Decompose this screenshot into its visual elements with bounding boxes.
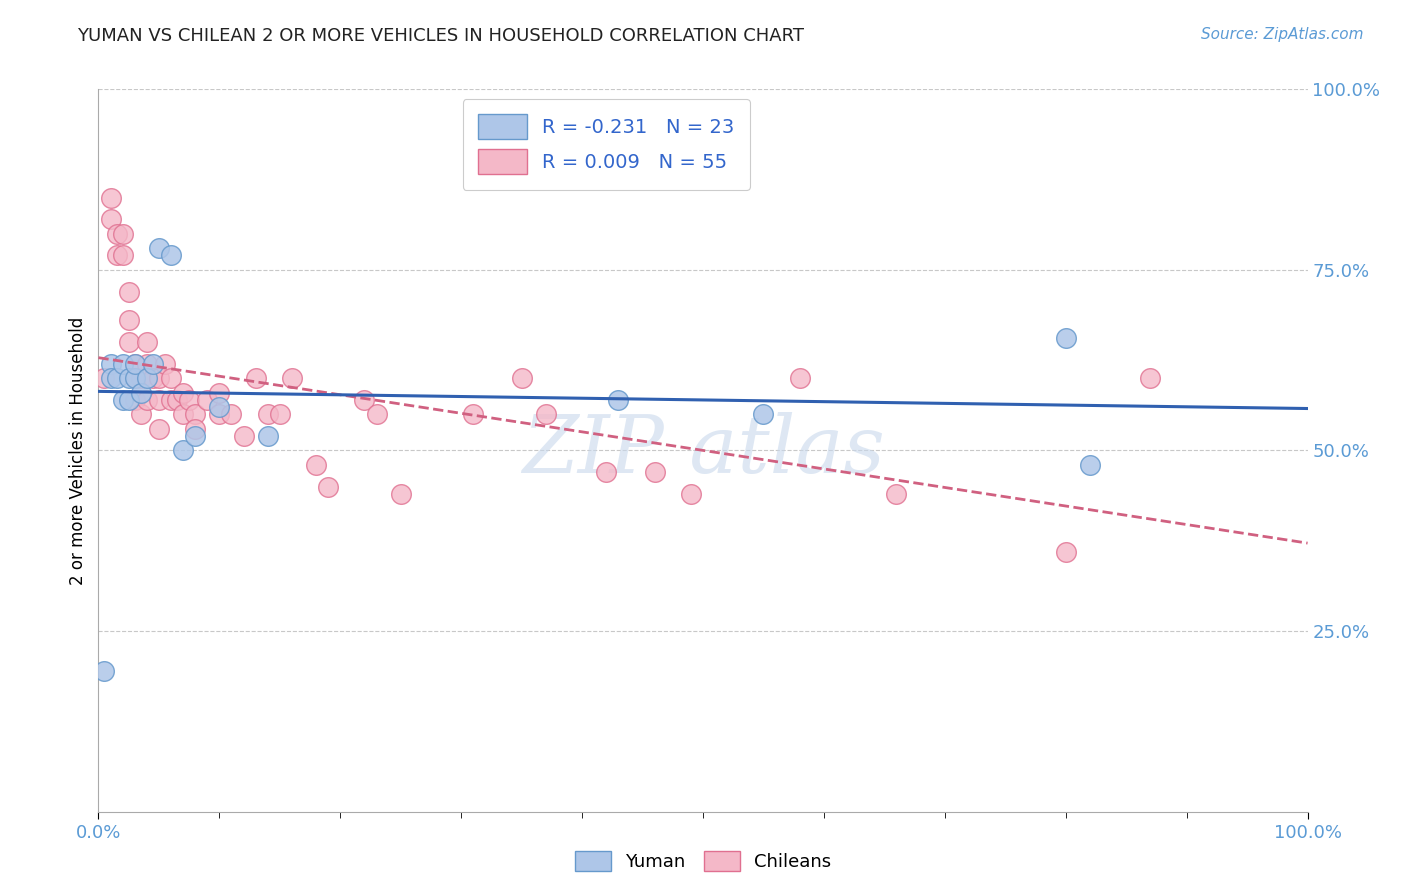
Point xyxy=(534,407,557,421)
Point xyxy=(129,371,152,385)
Point xyxy=(232,429,254,443)
Point xyxy=(208,407,231,421)
Point xyxy=(789,371,811,385)
Point xyxy=(1139,371,1161,385)
Point xyxy=(124,371,146,385)
Point xyxy=(353,392,375,407)
Legend: R = -0.231   N = 23, R = 0.009   N = 55: R = -0.231 N = 23, R = 0.009 N = 55 xyxy=(463,99,749,190)
Point xyxy=(208,400,231,414)
Point xyxy=(316,480,339,494)
Point xyxy=(172,407,194,421)
Point xyxy=(172,385,194,400)
Point xyxy=(166,392,188,407)
Point xyxy=(111,227,134,241)
Point xyxy=(184,407,207,421)
Point xyxy=(111,392,134,407)
Point xyxy=(510,371,533,385)
Point xyxy=(118,371,141,385)
Point xyxy=(195,392,218,407)
Point xyxy=(148,371,170,385)
Point xyxy=(160,371,183,385)
Point xyxy=(1078,458,1101,472)
Point xyxy=(607,392,630,407)
Text: Source: ZipAtlas.com: Source: ZipAtlas.com xyxy=(1201,27,1364,42)
Point xyxy=(245,371,267,385)
Point xyxy=(752,407,775,421)
Point xyxy=(111,357,134,371)
Point xyxy=(184,422,207,436)
Point xyxy=(100,191,122,205)
Point xyxy=(124,371,146,385)
Point xyxy=(160,392,183,407)
Point xyxy=(142,371,165,385)
Point xyxy=(93,664,115,678)
Point xyxy=(172,443,194,458)
Point xyxy=(160,248,183,262)
Point xyxy=(124,357,146,371)
Point xyxy=(100,357,122,371)
Point xyxy=(644,465,666,479)
Point xyxy=(135,371,157,385)
Point xyxy=(389,487,412,501)
Point xyxy=(118,392,141,407)
Point xyxy=(105,371,128,385)
Point xyxy=(463,407,485,421)
Point xyxy=(281,371,304,385)
Point xyxy=(679,487,702,501)
Point xyxy=(105,248,128,262)
Point xyxy=(129,385,152,400)
Point xyxy=(179,392,201,407)
Point xyxy=(221,407,243,421)
Point xyxy=(118,313,141,327)
Point xyxy=(118,334,141,349)
Point xyxy=(366,407,388,421)
Point xyxy=(111,248,134,262)
Point xyxy=(148,422,170,436)
Text: ZIP atlas: ZIP atlas xyxy=(522,412,884,489)
Text: YUMAN VS CHILEAN 2 OR MORE VEHICLES IN HOUSEHOLD CORRELATION CHART: YUMAN VS CHILEAN 2 OR MORE VEHICLES IN H… xyxy=(77,27,804,45)
Point xyxy=(269,407,291,421)
Point xyxy=(118,285,141,299)
Point xyxy=(135,357,157,371)
Point xyxy=(93,371,115,385)
Point xyxy=(105,227,128,241)
Point xyxy=(129,407,152,421)
Point xyxy=(595,465,617,479)
Point xyxy=(142,357,165,371)
Point xyxy=(184,429,207,443)
Point xyxy=(124,357,146,371)
Point xyxy=(256,429,278,443)
Point xyxy=(305,458,328,472)
Point xyxy=(208,385,231,400)
Point xyxy=(256,407,278,421)
Point xyxy=(148,241,170,255)
Legend: Yuman, Chileans: Yuman, Chileans xyxy=(568,844,838,879)
Point xyxy=(1054,544,1077,558)
Point xyxy=(135,392,157,407)
Y-axis label: 2 or more Vehicles in Household: 2 or more Vehicles in Household xyxy=(69,317,87,584)
Point xyxy=(148,392,170,407)
Point xyxy=(886,487,908,501)
Point xyxy=(100,212,122,227)
Point xyxy=(135,334,157,349)
Point xyxy=(1054,331,1077,345)
Point xyxy=(124,392,146,407)
Point xyxy=(153,357,176,371)
Point xyxy=(100,371,122,385)
